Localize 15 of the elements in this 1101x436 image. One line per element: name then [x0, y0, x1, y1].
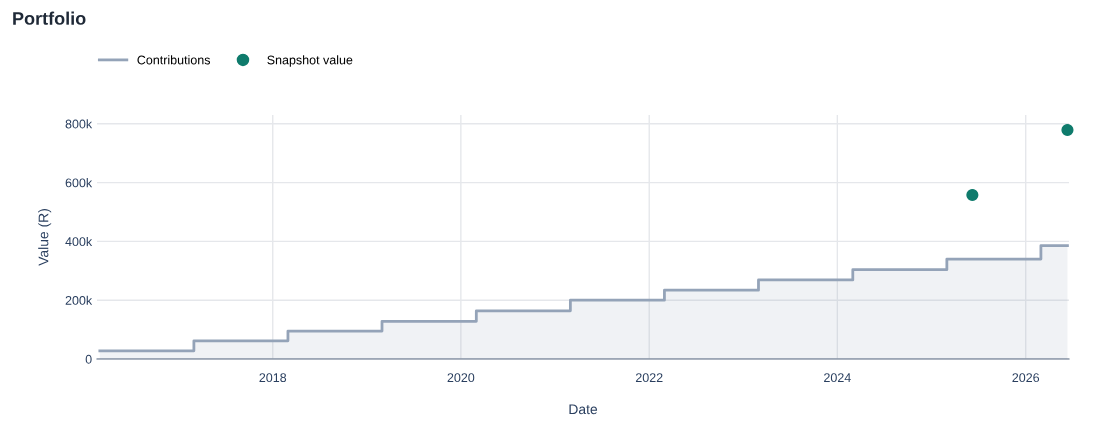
x-axis-title: Date: [569, 404, 598, 415]
x-tick-label: 2024: [824, 373, 851, 383]
y-axis-title: Value (R): [38, 209, 52, 266]
y-tick-label: 0: [85, 354, 92, 364]
x-tick-label: 2022: [635, 373, 663, 383]
x-tick-label: 2026: [1012, 373, 1040, 383]
x-tick-label: 2020: [447, 373, 475, 383]
y-tick-label: 600k: [65, 178, 93, 188]
y-tick-label: 800k: [65, 119, 93, 129]
legend-label: Contributions: [137, 55, 211, 65]
x-tick-label: 2018: [259, 373, 287, 383]
y-tick-label: 400k: [65, 236, 93, 247]
legend-label: Snapshot value: [267, 55, 353, 67]
chart-title: Portfolio: [13, 11, 86, 25]
y-tick-label: 200k: [65, 295, 93, 305]
